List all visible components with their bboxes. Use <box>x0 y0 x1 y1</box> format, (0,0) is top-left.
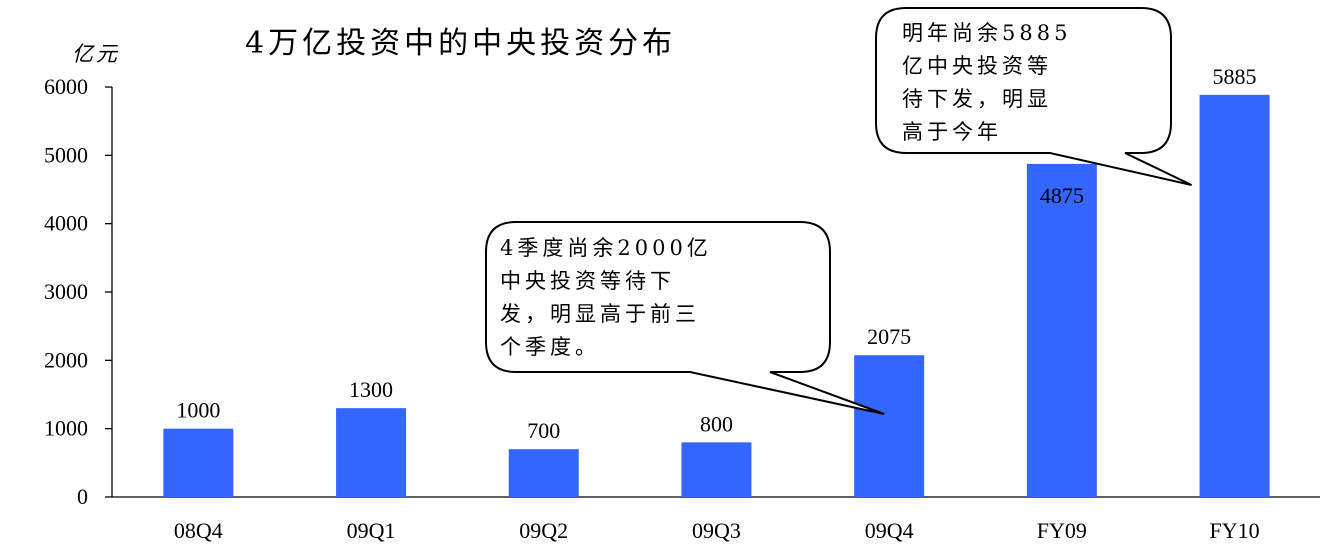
callout-bubble-fy10 <box>875 7 1192 186</box>
x-tick-label: FY09 <box>1037 518 1087 543</box>
x-tick-label: 09Q2 <box>519 518 568 543</box>
callout-line: 中央投资等待下 <box>500 269 675 293</box>
bar <box>163 428 234 497</box>
chart-axes: 0 1000 2000 3000 4000 5000 6000 <box>44 74 1320 509</box>
callout-bubble-09q4 <box>485 221 885 415</box>
bar <box>681 442 752 497</box>
x-tick-label: FY10 <box>1209 518 1259 543</box>
y-tick-label: 6000 <box>44 74 88 99</box>
callout-line: 个季度。 <box>500 335 600 359</box>
callout-line: 亿中央投资等 <box>902 54 1052 78</box>
data-label: 1000 <box>176 398 220 423</box>
bar <box>508 449 579 497</box>
data-label: 1300 <box>349 377 393 402</box>
chart-labels: 08Q4 1000 09Q1 1300 09Q2 700 09Q3 800 09Q4 2075 FY… <box>174 64 1260 543</box>
data-label: 4875 <box>1040 183 1084 208</box>
x-tick-label: 09Q4 <box>865 518 914 543</box>
chart-callouts <box>485 7 1192 415</box>
bar <box>854 355 925 497</box>
chart-bars <box>163 94 1270 497</box>
y-tick-label: 5000 <box>44 142 88 167</box>
callout-text-fy10: 明年尚余5885 亿中央投资等 待下发，明显 高于今年 <box>902 17 1071 149</box>
x-tick-label: 09Q3 <box>692 518 741 543</box>
callout-line: 发，明显高于前三 <box>500 302 700 326</box>
y-tick-label: 4000 <box>44 211 88 236</box>
x-tick-label: 08Q4 <box>174 518 223 543</box>
bar <box>336 408 407 497</box>
data-label: 5885 <box>1213 64 1257 89</box>
callout-line: 待下发，明显 <box>902 87 1052 111</box>
callout-text-09q4: 4季度尚余2000亿 中央投资等待下 发，明显高于前三 个季度。 <box>500 232 712 364</box>
chart-title: 4万亿投资中的中央投资分布 <box>245 26 677 61</box>
y-tick-label: 3000 <box>44 279 88 304</box>
callout-line: 4季度尚余2000亿 <box>500 236 712 260</box>
y-tick-label: 1000 <box>44 416 88 441</box>
y-tick-label: 0 <box>77 484 88 509</box>
y-tick-label: 2000 <box>44 347 88 372</box>
x-tick-label: 09Q1 <box>347 518 396 543</box>
data-label: 800 <box>700 411 733 436</box>
data-label: 2075 <box>867 324 911 349</box>
y-axis-unit-label: 亿元 <box>72 42 120 66</box>
bar <box>1026 163 1097 497</box>
bar <box>1199 94 1270 497</box>
callout-line: 明年尚余5885 <box>902 21 1072 45</box>
callout-line: 高于今年 <box>902 120 1002 144</box>
data-label: 700 <box>527 418 560 443</box>
